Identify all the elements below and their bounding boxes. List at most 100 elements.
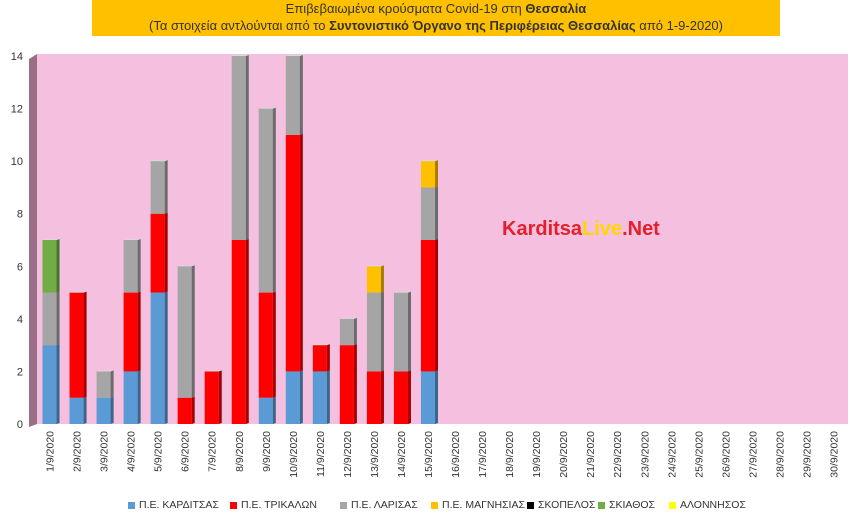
x-axis: 1/9/2020 2/9/2020 3/9/2020 4/9/2020 5/9/2020… (45, 431, 841, 478)
bar-segment (123, 239, 141, 293)
bar-top-face (231, 55, 249, 56)
x-tick-label: 22/9/2020 (612, 431, 624, 478)
x-tick-label: 21/9/2020 (585, 431, 597, 478)
legend-label: ΑΛΟΝΝΗΣΟΣ (680, 499, 746, 511)
bar-top-face (69, 291, 87, 293)
bar-segment (42, 291, 60, 346)
bar-segment (339, 317, 357, 346)
bar-segment (150, 212, 168, 293)
x-tick-label: 2/9/2020 (72, 431, 84, 472)
legend-swatch (230, 501, 237, 509)
legend-swatch (669, 501, 676, 509)
x-tick-label: 23/9/2020 (639, 431, 651, 478)
bar-top-face (204, 370, 222, 372)
legend-label: Π.Ε. ΜΑΓΝΗΣΙΑΣ (442, 499, 525, 511)
bar-segment (285, 370, 303, 424)
x-tick-label: 28/9/2020 (774, 431, 786, 478)
bar-top-face (366, 265, 384, 267)
bar-segment (231, 239, 249, 424)
legend-label: Π.Ε. ΤΡΙΚΑΛΩΝ (241, 499, 317, 511)
legend-item: ΣΚΙΑΘΟΣ (598, 499, 655, 511)
y-tick-label: 14 (11, 51, 23, 63)
bar-segment (96, 370, 114, 398)
legend-swatch (598, 501, 605, 509)
bar-segment (366, 291, 384, 372)
x-tick-label: 13/9/2020 (369, 431, 381, 478)
bar-segment (366, 265, 384, 293)
x-tick-label: 7/9/2020 (207, 431, 219, 472)
x-tick-label: 25/9/2020 (693, 431, 705, 478)
watermark-part2: Live (582, 218, 622, 240)
x-tick-label: 1/9/2020 (45, 431, 57, 472)
chart-title-line2: (Τα στοιχεία αντλούνται από το Συντονιστ… (92, 17, 780, 34)
legend-item: Π.Ε. ΤΡΙΚΑΛΩΝ (230, 499, 317, 511)
bar-segment (420, 239, 439, 372)
bar-segment (285, 133, 303, 372)
x-tick-label: 27/9/2020 (747, 431, 759, 478)
legend-item: Π.Ε. ΛΑΡΙΣΑΣ (340, 499, 418, 511)
y-tick-label: 10 (11, 156, 23, 168)
x-tick-label: 30/9/2020 (828, 431, 840, 478)
bar-top-face (285, 55, 303, 56)
x-tick-label: 15/9/2020 (423, 431, 435, 478)
plot-background (29, 54, 848, 427)
legend-item: Π.Ε. ΚΑΡΔΙΤΣΑΣ (128, 499, 219, 511)
x-tick-label: 20/9/2020 (558, 431, 570, 478)
plot-back-wall (37, 54, 848, 424)
legend-label: Π.Ε. ΛΑΡΙΣΑΣ (351, 499, 418, 511)
x-tick-label: 19/9/2020 (531, 431, 543, 478)
x-tick-label: 12/9/2020 (342, 431, 354, 478)
x-tick-label: 5/9/2020 (153, 431, 165, 472)
bar-segment (312, 370, 330, 424)
legend-item: ΑΛΟΝΝΗΣΟΣ (669, 499, 746, 511)
bar-segment (177, 265, 195, 398)
bar-segment (258, 291, 276, 398)
bar-segment (258, 396, 276, 424)
y-tick-label: 12 (11, 104, 23, 116)
legend-item: ΣΚΟΠΕΛΟΣ (527, 499, 595, 511)
title-line2-bold: Συντονιστικό Όργανο της Περιφέρειας Θεσσ… (329, 18, 636, 33)
title-line1-text: Επιβεβαιωμένα κρούσματα Covid-19 στη (285, 1, 526, 16)
watermark: KarditsaLive.Net (502, 218, 660, 240)
bar-segment (420, 370, 439, 424)
x-tick-label: 17/9/2020 (477, 431, 489, 478)
bar-segment (177, 396, 195, 424)
bars (42, 55, 439, 424)
title-line2-text: (Τα στοιχεία αντλούνται από το (149, 18, 330, 33)
legend: Π.Ε. ΚΑΡΔΙΤΣΑΣ Π.Ε. ΤΡΙΚΑΛΩΝ Π.Ε. ΛΑΡΙΣΑΣ Π… (0, 497, 851, 515)
bar-segment (420, 186, 439, 240)
bar-top-face (96, 370, 114, 372)
bar-segment (150, 160, 168, 214)
x-tick-label: 16/9/2020 (450, 431, 462, 478)
y-axis: 0 2 4 6 8 10 12 14 (11, 51, 23, 431)
bar-top-face (123, 239, 141, 240)
y-tick-label: 6 (17, 261, 23, 273)
watermark-part3: .Net (622, 218, 660, 240)
bar-segment (204, 370, 222, 424)
title-line2-suffix: από 1-9-2020) (635, 18, 723, 33)
plot-side-wall (29, 54, 37, 427)
legend-swatch (340, 501, 347, 509)
legend-label: Π.Ε. ΚΑΡΔΙΤΣΑΣ (139, 499, 219, 511)
bar-segment (258, 107, 276, 293)
legend-swatch (431, 501, 438, 509)
bar-segment (42, 344, 60, 424)
bar-segment (420, 160, 439, 188)
x-tick-label: 11/9/2020 (315, 431, 327, 477)
bar-top-face (339, 317, 357, 319)
bar-segment (123, 370, 141, 424)
x-tick-label: 4/9/2020 (126, 431, 138, 472)
bar-segment (312, 344, 330, 372)
x-tick-label: 8/9/2020 (234, 431, 246, 472)
legend-swatch (527, 501, 534, 509)
x-tick-label: 24/9/2020 (666, 431, 678, 478)
bar-segment (96, 396, 114, 424)
bar-segment (285, 55, 303, 135)
x-tick-label: 18/9/2020 (504, 431, 516, 478)
title-line1-bold: Θεσσαλία (525, 1, 587, 16)
legend-label: ΣΚΙΑΘΟΣ (609, 499, 656, 511)
bar-top-face (258, 107, 276, 109)
bar-segment (150, 291, 168, 424)
bar-top-face (42, 239, 60, 240)
bar-top-face (150, 160, 168, 162)
